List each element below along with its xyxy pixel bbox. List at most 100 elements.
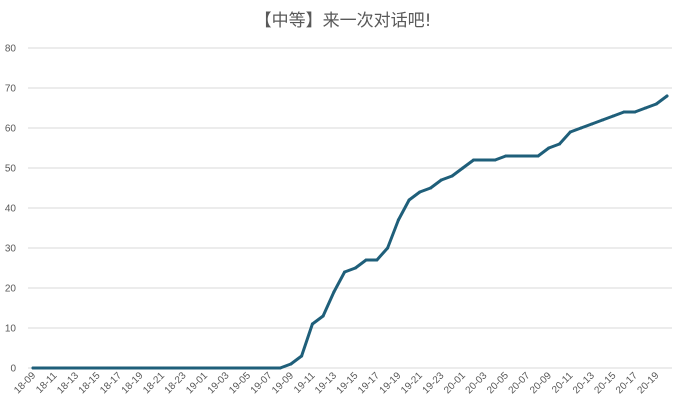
x-tick-label: 20-17: [614, 370, 640, 396]
data-point: [429, 186, 433, 190]
x-tick-label: 20-09: [528, 370, 554, 396]
data-point: [128, 366, 132, 370]
x-tick-label: 19-03: [206, 370, 232, 396]
x-tick-label: 19-23: [421, 370, 447, 396]
y-tick-label: 20: [5, 284, 17, 295]
data-point: [95, 366, 99, 370]
data-point: [332, 290, 336, 294]
data-point: [138, 366, 142, 370]
data-point: [289, 362, 293, 366]
data-point: [117, 366, 121, 370]
x-tick-label: 20-05: [485, 370, 511, 396]
y-tick-label: 80: [5, 44, 17, 55]
data-point: [246, 366, 250, 370]
data-point: [171, 366, 175, 370]
data-point: [536, 154, 540, 158]
data-point: [364, 258, 368, 262]
x-tick-label: 18-09: [12, 370, 38, 396]
data-point: [235, 366, 239, 370]
data-point: [396, 218, 400, 222]
x-tick-label: 19-07: [249, 370, 275, 396]
y-tick-label: 30: [5, 244, 17, 255]
data-point: [321, 314, 325, 318]
y-tick-label: 50: [5, 164, 17, 175]
series-line: [31, 94, 669, 370]
x-tick-label: 19-21: [399, 370, 425, 396]
data-point: [568, 130, 572, 134]
x-tick-label: 20-19: [636, 370, 662, 396]
data-point: [192, 366, 196, 370]
data-point: [590, 122, 594, 126]
data-point: [224, 366, 228, 370]
data-point: [278, 366, 282, 370]
x-tick-label: 20-11: [550, 370, 576, 396]
data-point: [450, 174, 454, 178]
x-tick-label: 19-11: [292, 370, 318, 396]
data-point: [63, 366, 67, 370]
data-point: [203, 366, 207, 370]
data-point: [547, 146, 551, 150]
chart-title: 【中等】来一次对话吧!: [255, 11, 432, 31]
data-point: [601, 118, 605, 122]
data-point: [418, 190, 422, 194]
x-tick-label: 20-01: [442, 370, 468, 396]
data-point: [267, 366, 271, 370]
x-tick-label: 18-11: [34, 370, 60, 396]
data-point: [386, 246, 390, 250]
x-tick-label: 19-13: [313, 370, 339, 396]
y-tick-label: 10: [5, 324, 17, 335]
x-tick-label: 19-01: [184, 370, 210, 396]
data-point: [644, 106, 648, 110]
data-point: [181, 366, 185, 370]
data-point: [85, 366, 89, 370]
data-point: [160, 366, 164, 370]
data-point: [472, 158, 476, 162]
data-point: [407, 198, 411, 202]
x-tick-label: 20-03: [464, 370, 490, 396]
data-point: [310, 322, 314, 326]
x-tick-label: 18-13: [55, 370, 81, 396]
data-point: [525, 154, 529, 158]
data-point: [149, 366, 153, 370]
data-point: [31, 366, 35, 370]
y-tick-label: 0: [10, 364, 16, 375]
x-tick-label: 20-15: [593, 370, 619, 396]
x-tick-label: 20-13: [571, 370, 597, 396]
data-point: [439, 178, 443, 182]
data-point: [633, 110, 637, 114]
x-tick-label: 19-19: [378, 370, 404, 396]
x-tick-label: 18-21: [141, 370, 167, 396]
data-point: [622, 110, 626, 114]
x-tick-label: 19-17: [356, 370, 382, 396]
x-tick-label: 20-07: [507, 370, 533, 396]
data-point: [353, 266, 357, 270]
data-point: [461, 166, 465, 170]
x-tick-label: 18-15: [77, 370, 103, 396]
data-point: [482, 158, 486, 162]
data-point: [579, 126, 583, 130]
x-tick-label: 19-09: [270, 370, 296, 396]
data-point: [106, 366, 110, 370]
x-tick-label: 19-15: [335, 370, 361, 396]
data-point: [74, 366, 78, 370]
y-tick-label: 70: [5, 84, 17, 95]
x-tick-label: 19-05: [227, 370, 253, 396]
data-point: [665, 94, 669, 98]
data-point: [611, 114, 615, 118]
data-point: [42, 366, 46, 370]
data-point: [343, 270, 347, 274]
x-tick-label: 18-17: [98, 370, 124, 396]
x-tick-label: 18-19: [120, 370, 146, 396]
data-point: [515, 154, 519, 158]
data-point: [257, 366, 261, 370]
data-point: [558, 142, 562, 146]
data-point: [654, 102, 658, 106]
data-point: [493, 158, 497, 162]
data-point: [52, 366, 56, 370]
data-point: [375, 258, 379, 262]
data-point: [214, 366, 218, 370]
y-tick-label: 40: [5, 204, 17, 215]
y-tick-label: 60: [5, 124, 17, 135]
x-tick-label: 18-23: [163, 370, 189, 396]
